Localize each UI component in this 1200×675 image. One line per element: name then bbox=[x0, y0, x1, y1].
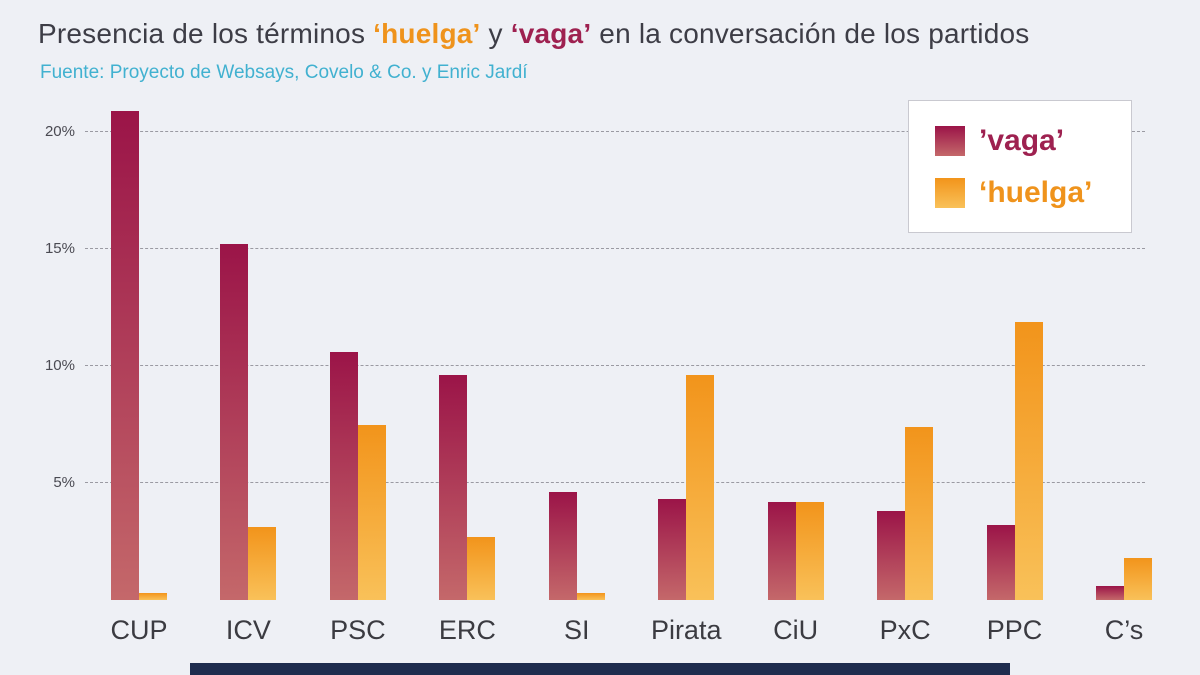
bar-group-C’s bbox=[1096, 105, 1152, 600]
bar-group-Pirata bbox=[658, 105, 715, 600]
title-middle: y bbox=[480, 18, 511, 49]
ytick-15: 15% bbox=[44, 240, 75, 257]
bar-vaga-C’s bbox=[1096, 585, 1124, 600]
title-suffix: en la conversación de los partidos bbox=[591, 18, 1030, 49]
bar-group-PPC bbox=[986, 105, 1043, 600]
bar-group-PSC bbox=[329, 105, 386, 600]
gridline-20pct bbox=[85, 131, 1145, 132]
bar-huelga-Pirata bbox=[686, 375, 715, 600]
bar-vaga-CiU bbox=[767, 501, 796, 600]
footer-bar bbox=[190, 663, 1010, 675]
bar-huelga-PxC bbox=[905, 426, 934, 600]
gridline-5pct bbox=[85, 482, 1145, 483]
bar-group-CUP bbox=[111, 105, 167, 600]
bar-huelga-CUP bbox=[139, 592, 167, 600]
bar-vaga-PxC bbox=[877, 511, 906, 600]
bar-vaga-ERC bbox=[439, 375, 468, 600]
bar-vaga-Pirata bbox=[658, 499, 687, 600]
huelga-swatch bbox=[935, 177, 965, 208]
ytick-20: 20% bbox=[44, 123, 75, 140]
bar-huelga-PPC bbox=[1014, 321, 1043, 600]
title-term-vaga: ‘vaga’ bbox=[510, 18, 592, 49]
xlabel-PSC: PSC bbox=[330, 615, 386, 645]
bar-huelga-SI bbox=[576, 592, 605, 600]
bar-huelga-ERC bbox=[467, 536, 496, 600]
bar-vaga-PSC bbox=[329, 351, 358, 600]
ytick-5: 5% bbox=[53, 474, 75, 491]
gridline-15pct bbox=[85, 248, 1145, 249]
bar-huelga-CiU bbox=[795, 501, 824, 600]
xlabel-SI: SI bbox=[564, 615, 590, 645]
xlabel-C’s: C’s bbox=[1104, 615, 1144, 645]
source-line: Fuente: Proyecto de Websays, Covelo & Co… bbox=[40, 62, 528, 83]
xlabel-CUP: CUP bbox=[110, 615, 168, 645]
legend-item-vaga: ’vaga’ bbox=[935, 124, 1131, 158]
xlabel-ERC: ERC bbox=[438, 615, 496, 645]
title-prefix: Presencia de los términos bbox=[38, 18, 374, 49]
bar-vaga-SI bbox=[548, 492, 577, 600]
legend-label-vaga: ’vaga’ bbox=[979, 123, 1065, 157]
bar-group-PxC bbox=[877, 105, 934, 600]
xlabel-PPC: PPC bbox=[986, 615, 1043, 645]
bar-huelga-ICV bbox=[248, 527, 277, 600]
bar-vaga-PPC bbox=[986, 525, 1015, 600]
legend: ’vaga’ ‘huelga’ bbox=[908, 100, 1132, 233]
ytick-10: 10% bbox=[44, 357, 75, 374]
bar-vaga-ICV bbox=[220, 244, 249, 600]
bar-group-SI bbox=[548, 105, 605, 600]
xlabel-Pirata: Pirata bbox=[650, 615, 722, 645]
bar-group-ERC bbox=[439, 105, 496, 600]
legend-item-huelga: ‘huelga’ bbox=[935, 176, 1131, 210]
gridline-10pct bbox=[85, 365, 1145, 366]
bar-vaga-CUP bbox=[111, 110, 139, 600]
xlabel-PxC: PxC bbox=[879, 615, 931, 645]
bar-huelga-C’s bbox=[1124, 557, 1152, 600]
bar-huelga-PSC bbox=[357, 424, 386, 600]
xlabel-ICV: ICV bbox=[225, 615, 271, 645]
chart-title: Presencia de los términos ‘huelga’ y ‘va… bbox=[38, 18, 1029, 50]
bar-group-ICV bbox=[220, 105, 277, 600]
plot-area bbox=[85, 105, 1152, 600]
title-term-huelga: ‘huelga’ bbox=[373, 18, 481, 49]
xlabel-CiU: CiU bbox=[773, 615, 819, 645]
vaga-swatch bbox=[935, 125, 965, 156]
legend-label-huelga: ‘huelga’ bbox=[979, 175, 1093, 209]
bar-group-CiU bbox=[767, 105, 824, 600]
